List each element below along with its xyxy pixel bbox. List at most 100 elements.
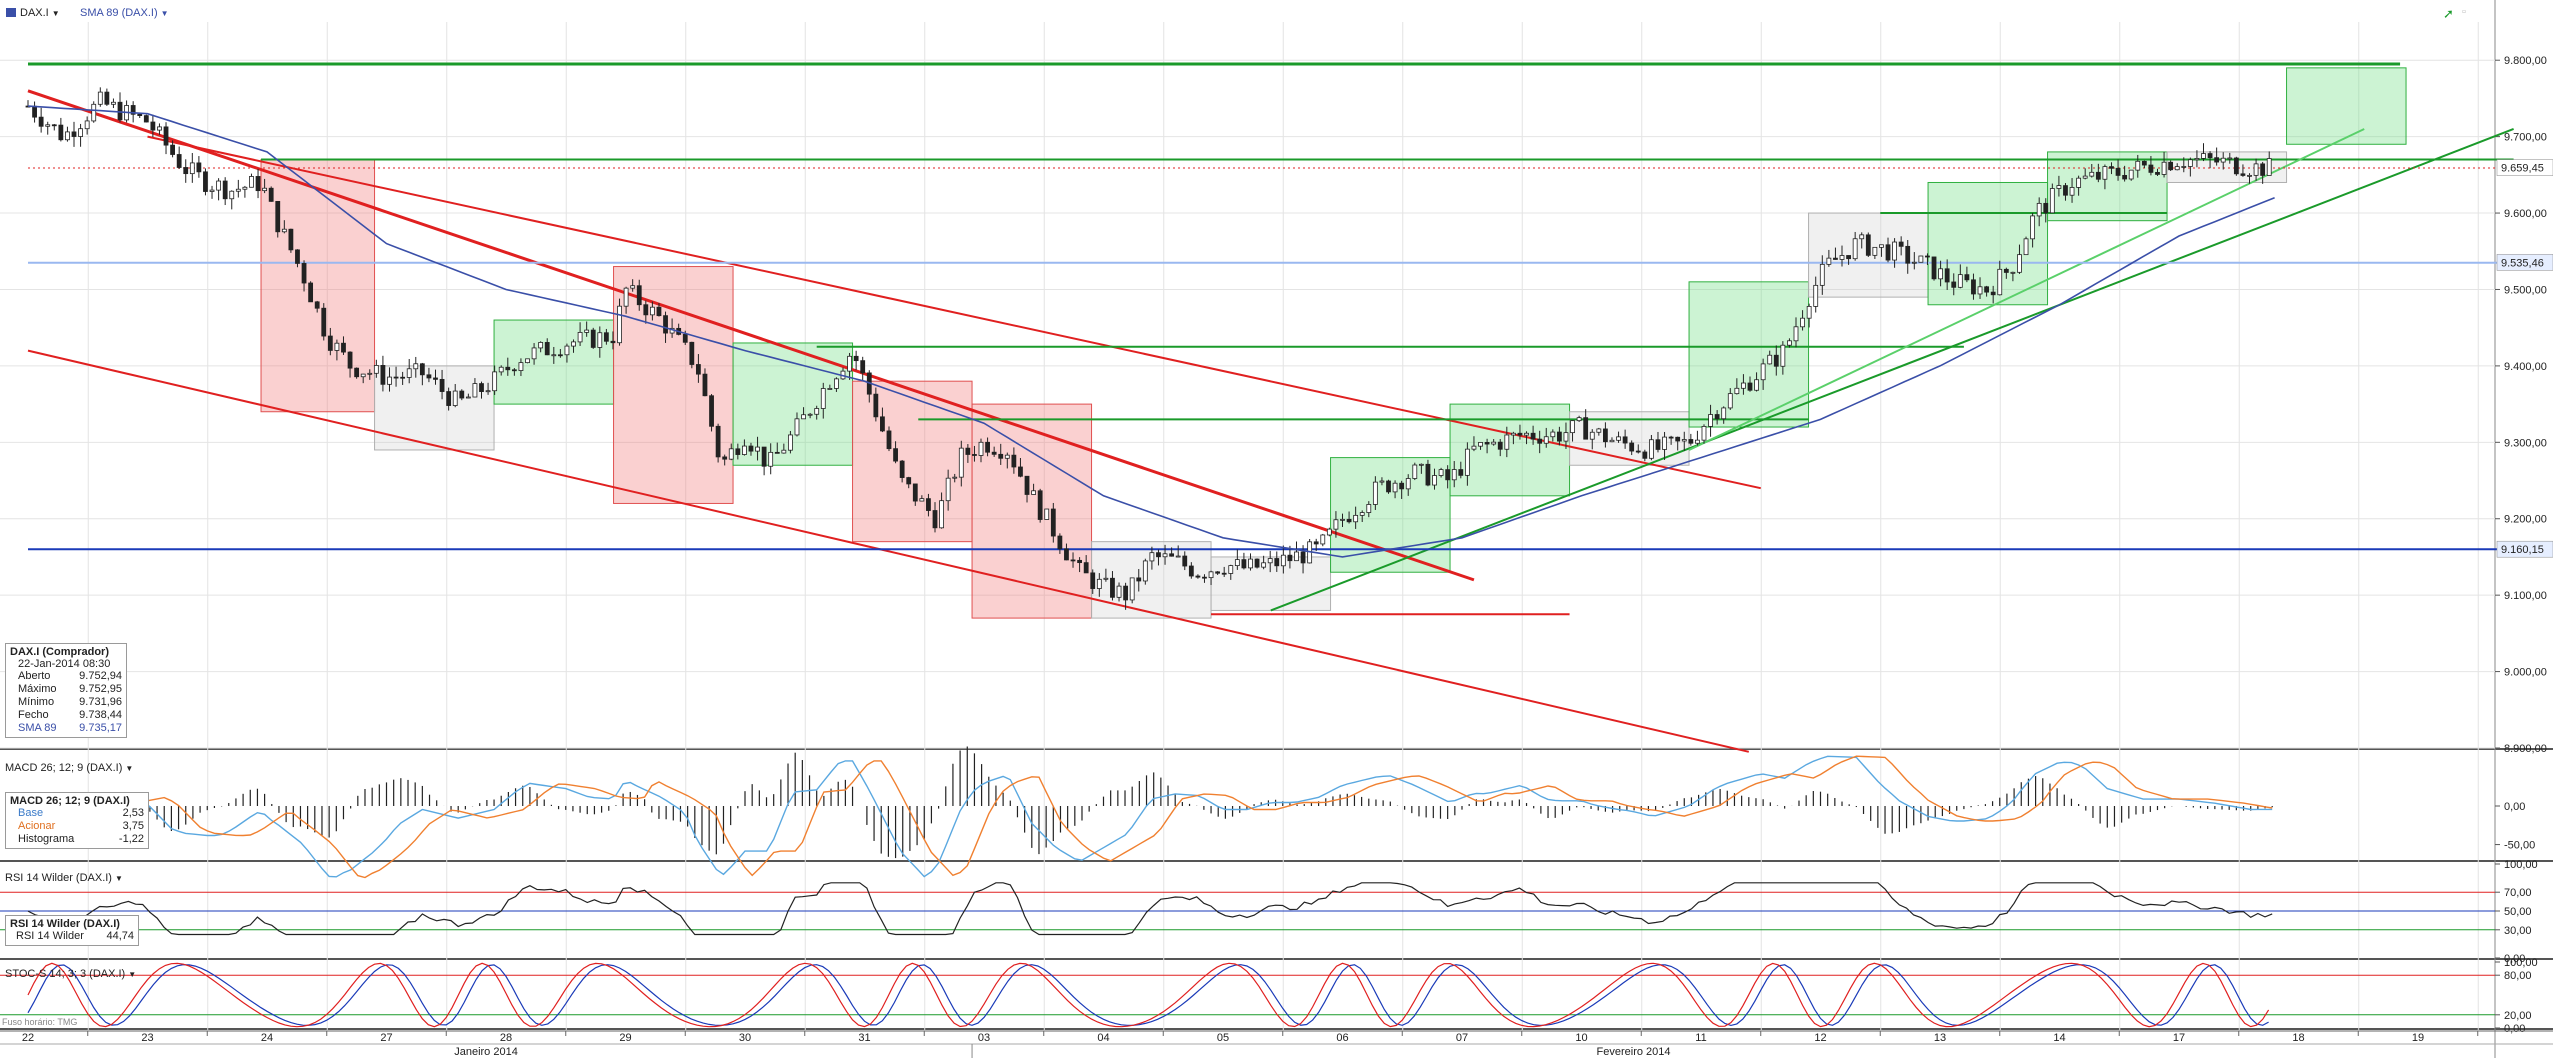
candle-body: [157, 126, 162, 131]
x-tick-label: 05: [1217, 1032, 1229, 1044]
candle-body: [880, 416, 885, 432]
trend-line-red: [147, 135, 1761, 490]
candle-body: [1977, 286, 1983, 295]
candle-body: [630, 285, 636, 289]
stoch-panel-title[interactable]: STOC-S 14; 3; 3 (DAX.I) ▼: [5, 968, 136, 980]
range-box-green: [1688, 281, 1810, 428]
candle-body: [544, 342, 550, 356]
candle-body: [2003, 268, 2009, 273]
candle-body: [1129, 577, 1135, 601]
x-tick-label: 19: [2412, 1032, 2424, 1044]
candle-body: [1951, 281, 1957, 288]
last-price-label-bg: [2496, 159, 2553, 176]
candle-body: [814, 408, 820, 415]
candle-body: [1642, 451, 1648, 459]
candle-body: [446, 391, 452, 406]
candle-body: [1248, 558, 1253, 569]
candle-body: [2194, 158, 2200, 161]
candle-body: [1392, 482, 1398, 493]
candle-body: [1491, 441, 1497, 445]
info-title: DAX.I (Comprador): [10, 646, 109, 658]
candle-body: [1800, 317, 1805, 328]
candle-body: [1938, 268, 1943, 280]
y-tick-label: 8.900,00: [2504, 743, 2547, 755]
rsi-tick-label: 100,00: [2504, 859, 2538, 871]
range-box-gray: [2166, 151, 2288, 183]
candle-body: [538, 342, 544, 349]
candle-body: [807, 413, 813, 416]
candle-body: [1727, 393, 1733, 409]
macd-tick-label: -50,00: [2504, 840, 2535, 852]
rsi-title-text: RSI 14 Wilder (DAX.I): [5, 872, 112, 884]
candle-body: [387, 376, 392, 385]
trend-icon[interactable]: ➚: [2443, 6, 2454, 21]
candle-body: [2122, 175, 2128, 180]
macd-panel-title[interactable]: MACD 26; 12; 9 (DAX.I) ▼: [5, 762, 133, 774]
candle-body: [1859, 234, 1865, 240]
candle-body: [1675, 436, 1681, 442]
rsi-panel-title[interactable]: RSI 14 Wilder (DAX.I) ▼: [5, 872, 123, 884]
x-month-label: Fevereiro 2014: [1597, 1046, 1671, 1058]
candle-body: [1254, 558, 1260, 568]
candle-body: [511, 369, 517, 372]
candle-body: [439, 378, 445, 392]
candle-body: [2095, 171, 2101, 180]
candle-body: [939, 500, 944, 529]
candle-body: [1563, 432, 1569, 442]
candle-body: [518, 362, 524, 371]
macd-info-box: MACD 26; 12; 9 (DAX.I) Base 2,53 Acionar 3…: [5, 792, 149, 849]
candle-body: [531, 347, 537, 360]
candle-body: [1925, 255, 1930, 258]
candle-body: [1333, 519, 1339, 530]
candle-body: [281, 228, 287, 233]
info-key: Base: [18, 807, 44, 819]
candle-body: [1432, 475, 1437, 486]
candle-body: [761, 446, 767, 467]
info-value: 9.731,96: [79, 696, 122, 708]
candle-body: [1379, 480, 1385, 483]
candle-body: [2102, 166, 2108, 180]
macd-signal-line: [28, 755, 2273, 879]
range-box-green: [2286, 67, 2407, 145]
candle-body: [1497, 441, 1503, 450]
candle-body: [1570, 420, 1575, 434]
info-title: RSI 14 Wilder (DAX.I): [10, 918, 120, 930]
candle-body: [1103, 577, 1109, 580]
candle-body: [1596, 428, 1602, 433]
candle-body: [1241, 559, 1247, 569]
candle-body: [978, 441, 984, 456]
trend-line-green: [1270, 128, 2514, 612]
candle-body: [1898, 241, 1904, 247]
candle-body: [1839, 255, 1845, 260]
candle-body: [32, 105, 37, 118]
candle-body: [360, 373, 366, 378]
candle-body: [774, 451, 780, 454]
candle-body: [715, 425, 721, 458]
candle-body: [1011, 454, 1017, 468]
candle-body: [505, 366, 511, 371]
window-icon[interactable]: ▫: [2462, 6, 2466, 18]
x-tick-label: 04: [1097, 1032, 1109, 1044]
indicator-selector[interactable]: SMA 89 (DAX.I) ▼: [80, 7, 169, 19]
candle-body: [1885, 244, 1891, 261]
symbol-selector[interactable]: DAX.I ▼: [6, 7, 60, 19]
candle-body: [1944, 268, 1950, 283]
candle-body: [1188, 565, 1194, 577]
candle-body: [1504, 434, 1510, 450]
candle-body: [636, 285, 642, 306]
candle-body: [1274, 558, 1280, 567]
candle-body: [347, 351, 353, 369]
candle-body: [1418, 463, 1424, 466]
chevron-down-icon: ▼: [114, 874, 123, 883]
candle-body: [189, 162, 195, 175]
candle-body: [1425, 463, 1431, 486]
candle-body: [1747, 382, 1753, 391]
candle-body: [354, 367, 360, 378]
candle-body: [321, 307, 327, 337]
trend-line-red: [27, 349, 1750, 753]
candle-body: [2174, 166, 2180, 171]
macd-title-text: MACD 26; 12; 9 (DAX.I): [5, 762, 123, 774]
candle-body: [1819, 263, 1825, 286]
candle-body: [1405, 478, 1411, 490]
